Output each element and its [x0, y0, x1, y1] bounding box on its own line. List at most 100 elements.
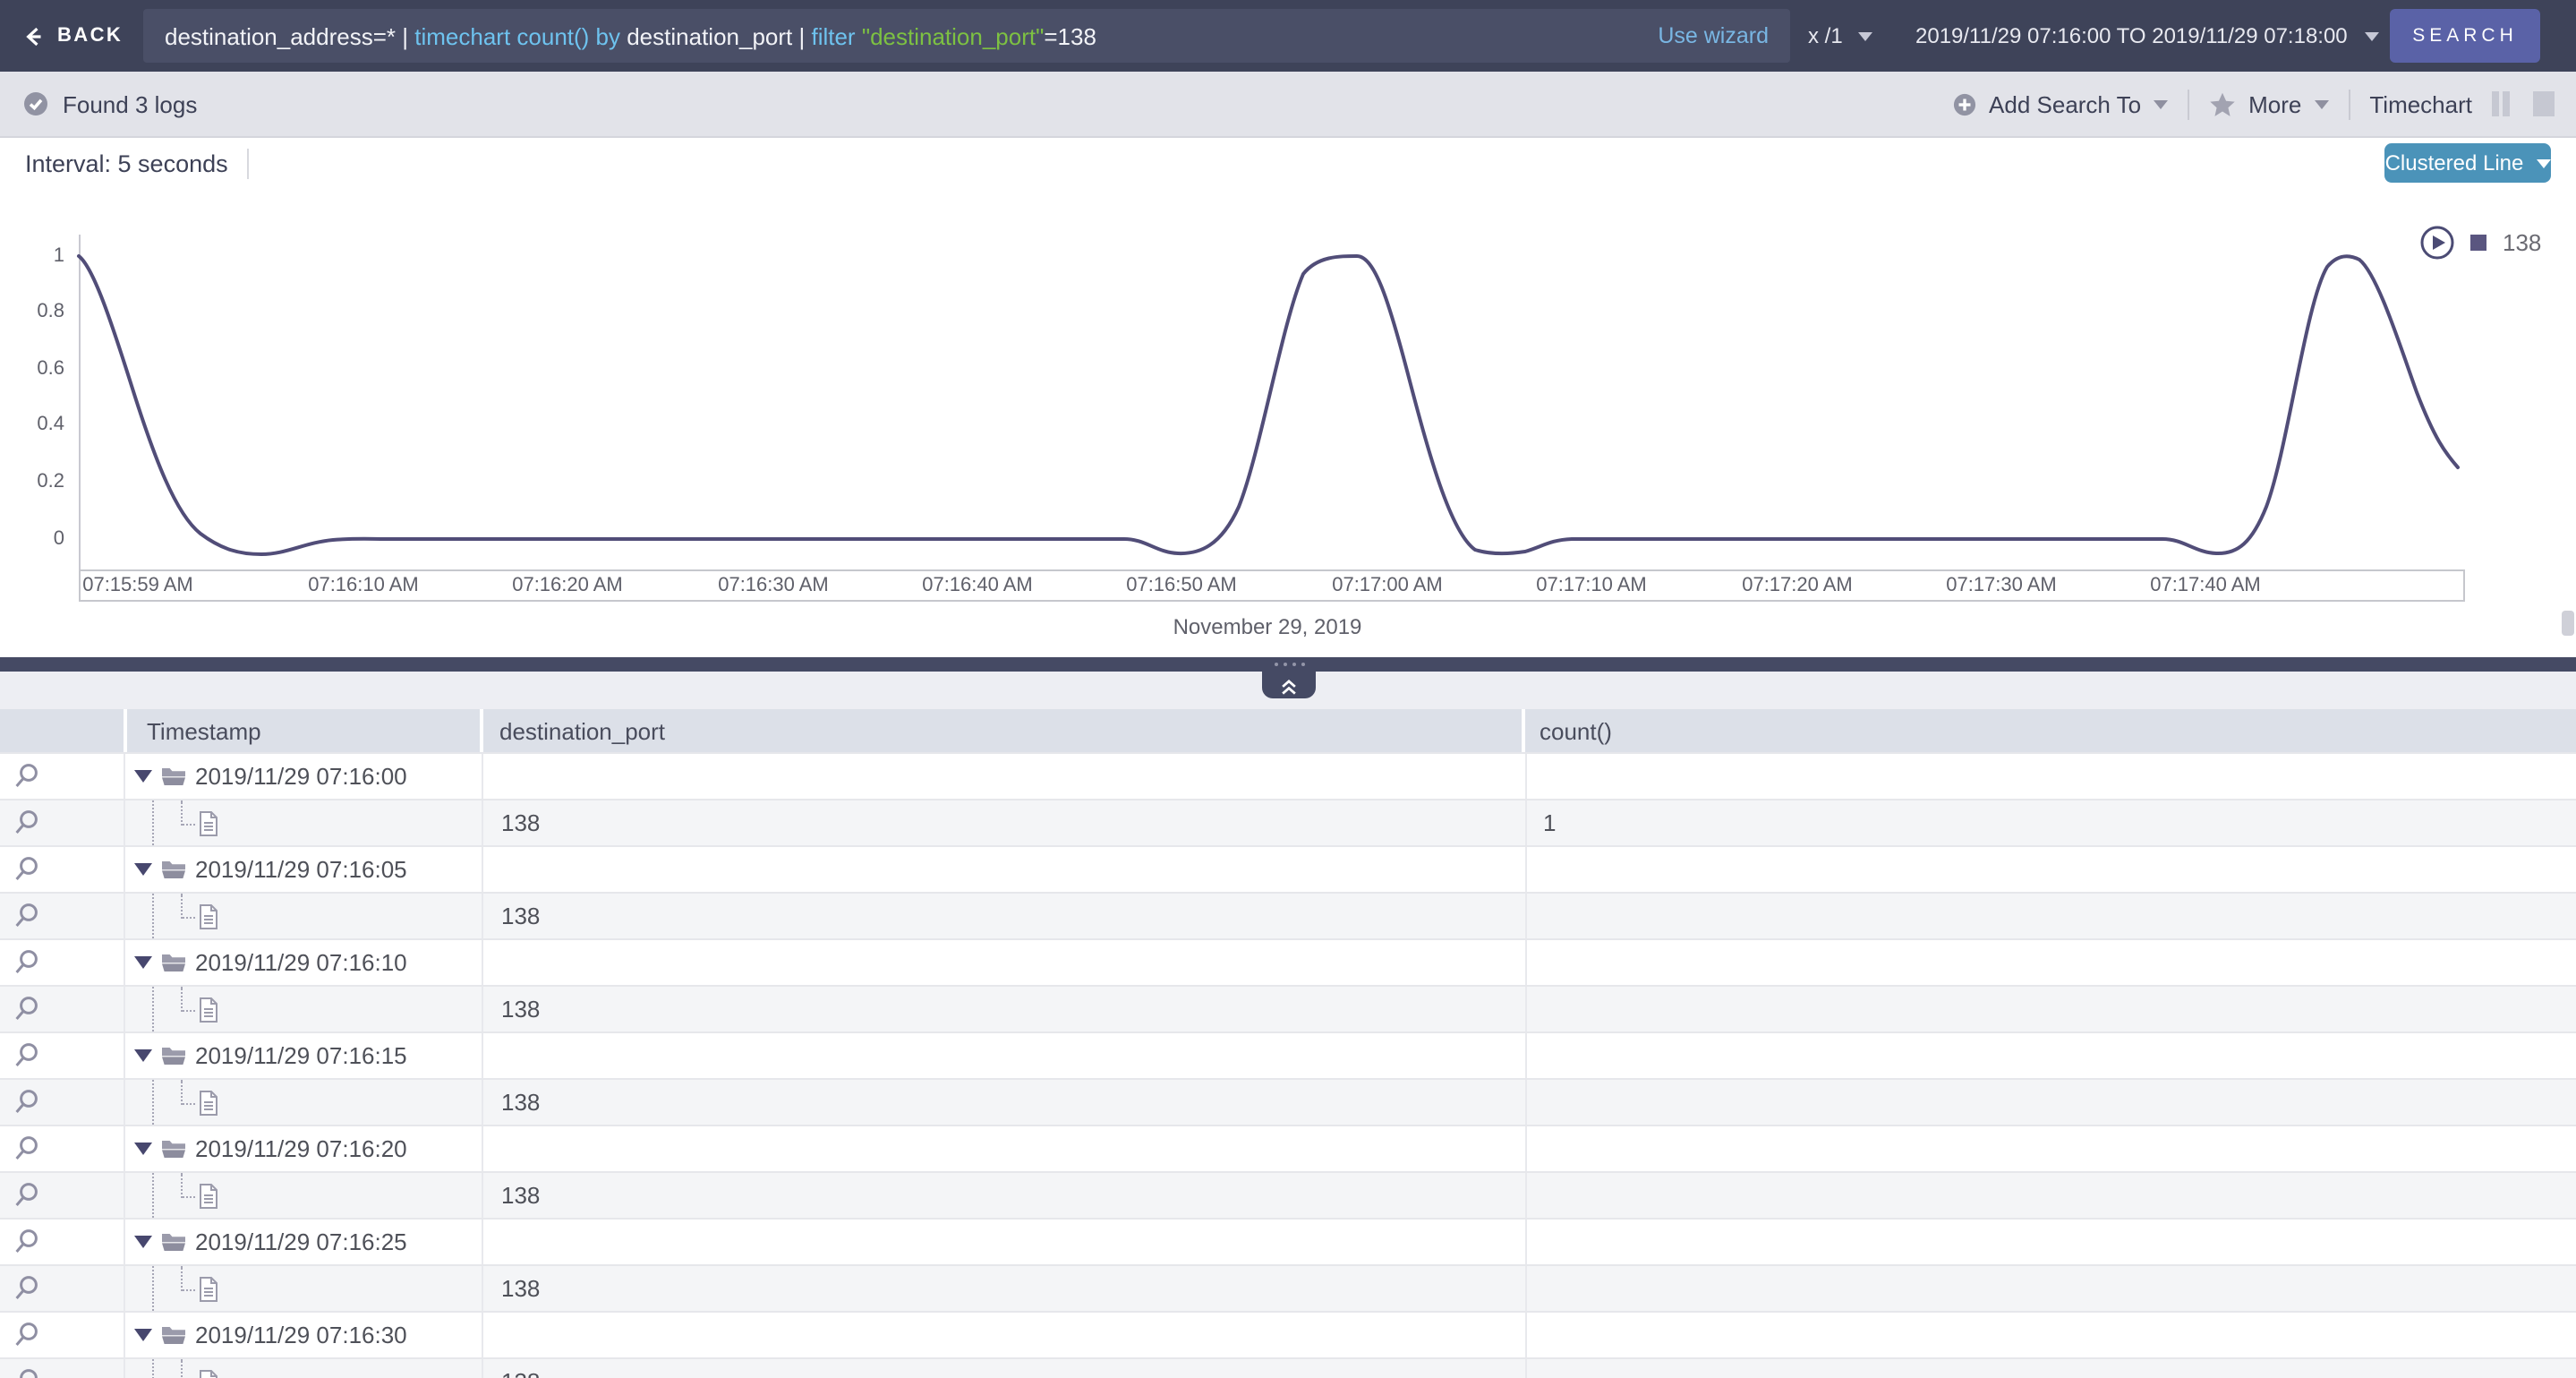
- found-logs-label: Found 3 logs: [63, 90, 198, 117]
- drilldown-search-icon[interactable]: [13, 763, 39, 790]
- use-wizard-link[interactable]: Use wizard: [1658, 23, 1769, 48]
- collapse-triangle-icon[interactable]: [134, 1236, 152, 1248]
- x-axis-tick-label: 07:16:30 AM: [718, 574, 829, 595]
- bucket-timestamp: 2019/11/29 07:16:10: [195, 949, 407, 976]
- drilldown-search-icon[interactable]: [13, 1182, 39, 1209]
- folder-icon: [162, 861, 185, 878]
- tree-elbow-connector: [181, 1266, 195, 1291]
- document-icon: [200, 1184, 218, 1209]
- time-range-dropdown[interactable]: 2019/11/29 07:16:00 TO 2019/11/29 07:18:…: [1915, 23, 2380, 48]
- document-icon: [200, 997, 218, 1023]
- query-segment: =138: [1044, 22, 1096, 49]
- x-axis-strip: [79, 569, 2465, 602]
- chevron-down-icon: [2536, 158, 2551, 167]
- bucket-timestamp: 2019/11/29 07:16:25: [195, 1228, 407, 1255]
- collapse-triangle-icon[interactable]: [134, 863, 152, 876]
- status-check-icon: [24, 92, 47, 116]
- column-header-destination-port[interactable]: destination_port: [480, 709, 1522, 752]
- column-header-count[interactable]: count(): [1522, 709, 2576, 752]
- y-axis-tick-label: 0.2: [37, 470, 64, 492]
- table-row-group[interactable]: 2019/11/29 07:16:15: [0, 1031, 2576, 1078]
- collapse-triangle-icon[interactable]: [134, 1329, 152, 1341]
- x-axis-tick-label: 07:17:20 AM: [1742, 574, 1853, 595]
- chart-type-dropdown[interactable]: Clustered Line: [2384, 143, 2551, 183]
- table-row-group[interactable]: 2019/11/29 07:16:10: [0, 938, 2576, 985]
- back-button[interactable]: BACK: [23, 0, 123, 72]
- drilldown-search-icon[interactable]: [13, 1322, 39, 1348]
- more-label: More: [2248, 90, 2302, 117]
- cell-destination-port: [482, 940, 1525, 985]
- drilldown-search-icon[interactable]: [13, 856, 39, 883]
- add-search-to-dropdown[interactable]: Add Search To: [1953, 90, 2169, 117]
- cell-count: [1525, 1173, 2576, 1218]
- y-axis-tick-label: 0.6: [37, 357, 64, 379]
- drilldown-search-icon[interactable]: [13, 1042, 39, 1069]
- tree-connector-line: [152, 987, 154, 1031]
- tree-elbow-connector: [181, 987, 195, 1012]
- cell-count: [1525, 754, 2576, 799]
- chevron-down-icon: [2365, 31, 2380, 40]
- back-label: BACK: [57, 25, 124, 47]
- scrollbar-thumb[interactable]: [2562, 611, 2574, 636]
- tree-elbow-connector: [181, 894, 195, 919]
- tree-connector-line: [152, 800, 154, 845]
- search-status: Found 3 logs: [23, 90, 197, 117]
- cell-count: [1525, 1033, 2576, 1078]
- full-view-icon[interactable]: [2533, 91, 2555, 116]
- play-icon[interactable]: [2420, 226, 2454, 260]
- drilldown-search-icon[interactable]: [13, 903, 39, 929]
- document-icon: [200, 904, 218, 929]
- query-segment: |: [798, 22, 812, 49]
- x-axis-tick-label: 07:15:59 AM: [82, 574, 193, 595]
- table-row-value[interactable]: 138 1: [0, 799, 2576, 845]
- table-row-group[interactable]: 2019/11/29 07:16:30: [0, 1311, 2576, 1357]
- table-row-group[interactable]: 2019/11/29 07:16:00: [0, 752, 2576, 799]
- drilldown-search-icon[interactable]: [13, 1228, 39, 1255]
- result-pager-dropdown[interactable]: x /1: [1808, 23, 1873, 48]
- search-query-input[interactable]: destination_address=* | timechart count(…: [143, 9, 1790, 63]
- series-line-138: [77, 253, 2460, 557]
- legend-label[interactable]: 138: [2503, 229, 2542, 256]
- table-row-value[interactable]: 138: [0, 892, 2576, 938]
- table-row-value[interactable]: 138: [0, 985, 2576, 1031]
- search-button[interactable]: SEARCH: [2390, 9, 2540, 63]
- time-range-label: 2019/11/29 07:16:00 TO 2019/11/29 07:18:…: [1915, 23, 2348, 48]
- plus-circle-icon: [1953, 92, 1976, 116]
- table-row-group[interactable]: 2019/11/29 07:16:25: [0, 1218, 2576, 1264]
- collapse-triangle-icon[interactable]: [134, 770, 152, 783]
- drilldown-search-icon[interactable]: [13, 949, 39, 976]
- table-row-value[interactable]: 138: [0, 1078, 2576, 1125]
- panel-resize-divider[interactable]: [0, 657, 2576, 672]
- cell-destination-port: 138: [482, 987, 1525, 1031]
- status-toolbar: Found 3 logs Add Search To More: [0, 72, 2576, 138]
- drilldown-search-icon[interactable]: [13, 809, 39, 836]
- table-row-group[interactable]: 2019/11/29 07:16:20: [0, 1125, 2576, 1171]
- drag-handle-dots-icon: [1275, 663, 1305, 666]
- drilldown-search-icon[interactable]: [13, 1368, 39, 1378]
- cell-destination-port: 138: [482, 1359, 1525, 1378]
- table-row-value[interactable]: 138: [0, 1357, 2576, 1378]
- query-segment: timechart count() by: [414, 22, 620, 49]
- collapse-triangle-icon[interactable]: [134, 956, 152, 969]
- cell-destination-port: [482, 1220, 1525, 1264]
- x-axis-tick-label: 07:16:10 AM: [308, 574, 419, 595]
- collapse-triangle-icon[interactable]: [134, 1143, 152, 1155]
- drilldown-search-icon[interactable]: [13, 996, 39, 1023]
- drilldown-search-icon[interactable]: [13, 1275, 39, 1302]
- legend-swatch-138: [2470, 235, 2486, 251]
- drilldown-search-icon[interactable]: [13, 1089, 39, 1116]
- chevron-down-icon: [2314, 99, 2329, 108]
- split-view-icon[interactable]: [2492, 91, 2513, 116]
- collapse-chart-button[interactable]: [1262, 672, 1316, 698]
- more-dropdown[interactable]: More: [2209, 90, 2329, 117]
- drilldown-search-icon[interactable]: [13, 1135, 39, 1162]
- table-row-value[interactable]: 138: [0, 1171, 2576, 1218]
- table-row-group[interactable]: 2019/11/29 07:16:05: [0, 845, 2576, 892]
- table-row-value[interactable]: 138: [0, 1264, 2576, 1311]
- cell-destination-port: 138: [482, 894, 1525, 938]
- folder-icon: [162, 768, 185, 785]
- tree-connector-line: [152, 1173, 154, 1218]
- divider: [247, 149, 250, 179]
- collapse-triangle-icon[interactable]: [134, 1049, 152, 1062]
- column-header-timestamp[interactable]: Timestamp: [124, 709, 480, 752]
